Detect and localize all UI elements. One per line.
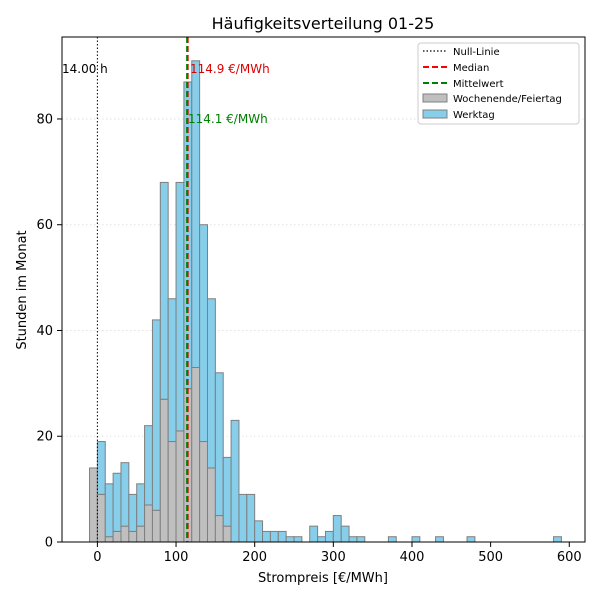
legend-median-label: Median [453, 63, 489, 74]
y-tick-label: 80 [36, 112, 53, 127]
bar-workday [340, 525, 350, 543]
y-tick-label: 0 [45, 536, 53, 551]
bar-workday [262, 530, 271, 543]
y-tick-label: 60 [36, 218, 53, 233]
bar-workday [348, 536, 358, 543]
chart-title: Häufigkeitsverteilung 01-25 [212, 14, 435, 33]
bar-workday [269, 530, 279, 543]
bar-weekend [120, 525, 130, 543]
bar-weekend [214, 515, 224, 543]
bar-workday [222, 456, 232, 527]
bar-weekend [167, 441, 177, 543]
bar-workday [96, 441, 106, 495]
annotations-layer: 14.00 h 114.9 €/MWh 114.1 €/MWh [62, 62, 270, 126]
bar-workday [309, 525, 319, 543]
bar-workday [199, 224, 208, 443]
bar-weekend [112, 530, 122, 543]
y-tick-label: 20 [36, 430, 53, 445]
bar-workday [317, 536, 326, 543]
x-axis-label: Strompreis [€/MWh] [258, 571, 388, 586]
bar-workday [206, 298, 216, 469]
legend: Null-Linie Median Mittelwert Wochenende/… [417, 42, 580, 125]
bar-workday [435, 536, 444, 543]
bar-weekend [159, 398, 169, 543]
zero-hours-annotation: 14.00 h [62, 62, 108, 76]
bar-workday [254, 520, 264, 543]
legend-box [417, 42, 580, 125]
bar-workday [293, 536, 303, 543]
median-annotation: 114.9 €/MWh [190, 62, 270, 76]
x-tick-label: 400 [400, 550, 425, 565]
bar-workday [191, 60, 201, 368]
bar-workday [238, 493, 248, 543]
y-axis: 0 20 40 60 80 [36, 112, 62, 551]
bar-workday [411, 536, 421, 543]
bar-weekend [175, 430, 185, 543]
bar-weekend [191, 366, 201, 543]
x-tick-label: 300 [321, 550, 346, 565]
bar-weekend [151, 509, 161, 543]
bar-workday [466, 536, 476, 543]
plot-frame [61, 36, 586, 543]
grid-layer [62, 118, 585, 437]
bar-workday [175, 181, 185, 432]
bar-workday [387, 536, 397, 543]
bar-weekend [136, 525, 146, 543]
bars-layer [89, 60, 562, 543]
bar-workday [167, 298, 177, 443]
x-tick-label: 100 [164, 550, 189, 565]
x-tick-label: 500 [478, 550, 503, 565]
bar-workday [214, 372, 224, 517]
bar-workday [553, 536, 562, 543]
legend-weekend-swatch [422, 93, 448, 103]
bar-weekend [222, 525, 232, 543]
x-tick-label: 0 [93, 550, 101, 565]
bar-workday [356, 536, 366, 543]
bar-workday [136, 483, 146, 527]
bar-weekend [96, 493, 106, 543]
bar-weekend [128, 530, 138, 543]
bar-workday [285, 536, 295, 543]
legend-workday-label: Werktag [453, 110, 495, 121]
bar-workday [112, 472, 122, 532]
bar-weekend [199, 441, 208, 543]
bar-workday [144, 425, 153, 506]
bar-workday [230, 419, 240, 543]
bar-workday [324, 530, 334, 543]
bar-weekend [144, 504, 153, 543]
legend-workday-swatch [422, 109, 448, 119]
y-axis-label: Stunden im Monat [15, 230, 30, 349]
x-axis: 0 100 200 300 400 500 600 [93, 542, 582, 565]
legend-weekend-label: Wochenende/Feiertag [453, 94, 562, 105]
bar-workday [104, 483, 114, 538]
bar-weekend [104, 536, 114, 543]
mean-annotation: 114.1 €/MWh [188, 112, 268, 126]
x-tick-label: 200 [242, 550, 267, 565]
reference-lines-layer [96, 37, 189, 542]
bar-workday [151, 319, 161, 511]
legend-null-line-label: Null-Linie [453, 47, 500, 58]
legend-mean-label: Mittelwert [453, 79, 504, 90]
bar-workday [120, 462, 130, 527]
bar-workday [277, 530, 287, 543]
bar-workday [332, 515, 342, 543]
x-tick-label: 600 [557, 550, 582, 565]
bar-workday [159, 181, 169, 400]
bar-workday [246, 493, 256, 543]
y-tick-label: 40 [36, 324, 53, 339]
bar-weekend [206, 467, 216, 543]
bar-weekend [89, 467, 98, 543]
bar-workday [128, 493, 138, 532]
